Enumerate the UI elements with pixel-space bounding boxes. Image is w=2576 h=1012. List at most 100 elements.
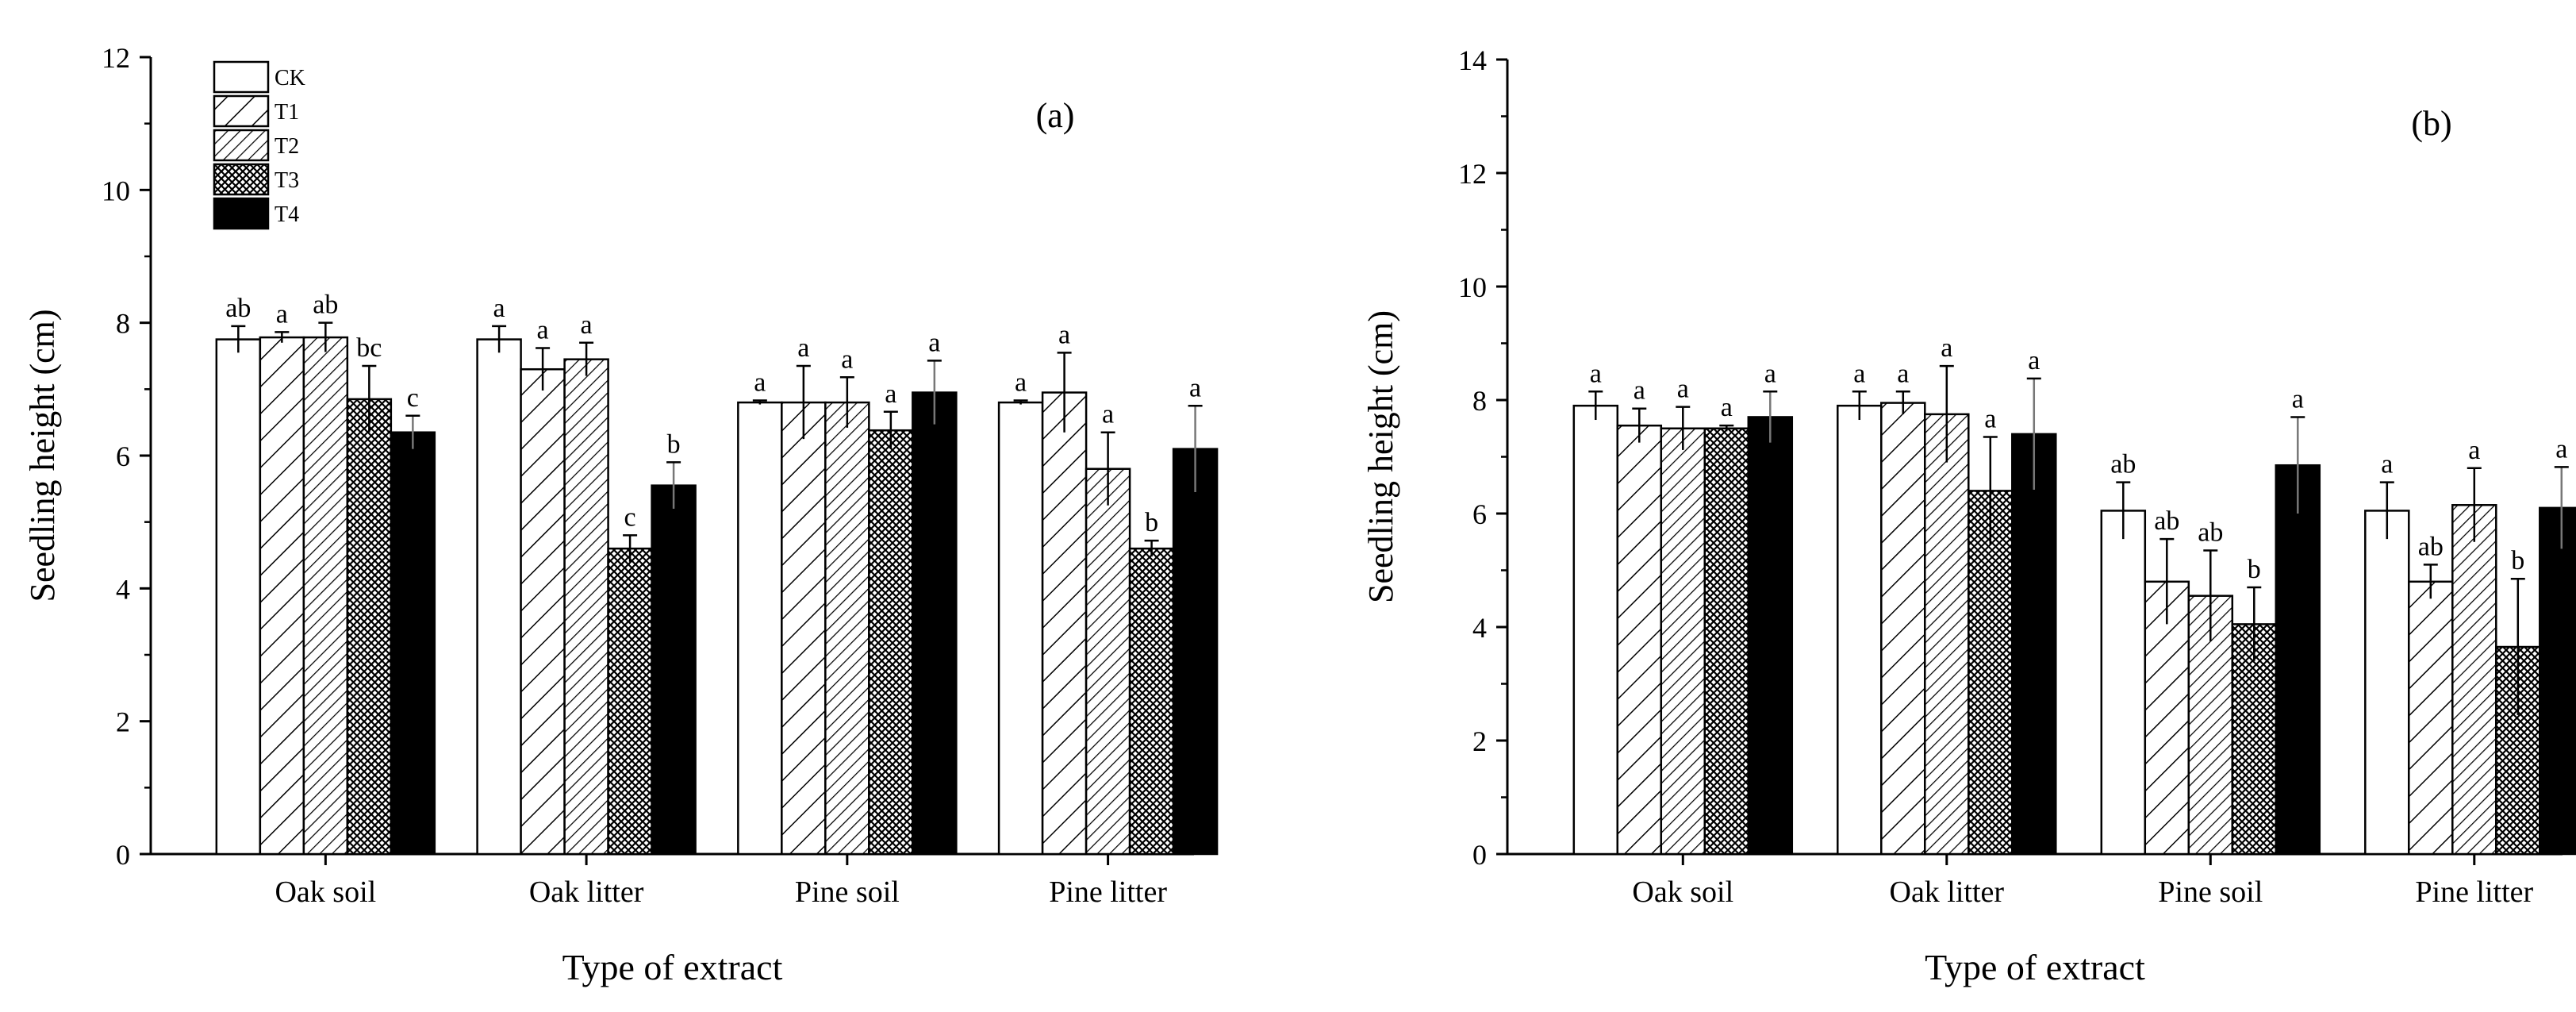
x-tick-label: Oak litter <box>1890 875 2005 909</box>
bar-t4 <box>390 431 436 856</box>
significance-letter: b <box>2248 555 2261 584</box>
bar-t1 <box>1041 391 1088 856</box>
y-tick-label: 10 <box>1458 271 1487 303</box>
y-tick-label: 0 <box>116 839 130 871</box>
significance-letter: a <box>1015 368 1027 398</box>
y-tick-label: 0 <box>1472 839 1487 871</box>
legend-swatch-t3 <box>213 163 270 196</box>
panel-label: (b) <box>2411 104 2451 143</box>
significance-letter: a <box>1897 359 1909 388</box>
legend-label: T2 <box>274 134 299 159</box>
significance-letter: a <box>797 333 809 363</box>
bar-t1 <box>259 336 305 856</box>
bar-ck <box>476 338 522 856</box>
bar-t3 <box>1968 490 2014 856</box>
significance-letter: ab <box>313 291 338 320</box>
bar-t4 <box>1172 448 1219 856</box>
y-tick-label: 6 <box>116 441 130 472</box>
y-tick-label: 8 <box>116 308 130 340</box>
significance-letter: a <box>2028 346 2040 375</box>
legend-swatch-t2 <box>213 129 270 162</box>
significance-letter: b <box>667 429 681 459</box>
bar-t3 <box>346 398 393 856</box>
significance-letter: b <box>1145 508 1158 537</box>
significance-letter: a <box>1721 393 1733 422</box>
significance-letter: a <box>1941 333 1952 363</box>
bar-t1 <box>781 401 827 856</box>
significance-letter: a <box>2292 384 2304 414</box>
bar-t2 <box>563 358 609 856</box>
bar-t3 <box>2231 623 2278 856</box>
significance-letter: a <box>928 328 940 357</box>
legend-swatch-t4 <box>213 197 270 230</box>
bar-ck <box>737 401 783 856</box>
y-tick-label: 8 <box>1472 385 1487 417</box>
bar-ck <box>997 401 1044 856</box>
y-tick-label: 2 <box>116 706 130 738</box>
significance-letter: a <box>2468 436 2480 465</box>
panel-label: (a) <box>1036 96 1075 135</box>
significance-letter: a <box>754 368 766 398</box>
significance-letter: c <box>624 502 636 532</box>
significance-letter: a <box>1853 359 1865 388</box>
y-tick-label: 12 <box>102 42 130 74</box>
bar-ck <box>215 338 262 856</box>
significance-letter: ab <box>225 294 251 323</box>
x-tick-label: Pine soil <box>795 875 900 909</box>
bar-t1 <box>2408 580 2454 856</box>
significance-letter: a <box>1102 400 1114 429</box>
significance-letter: ab <box>2198 518 2223 547</box>
x-tick-label: Pine litter <box>1049 875 1167 909</box>
significance-letter: a <box>2381 450 2393 479</box>
bar-t2 <box>1924 413 1970 856</box>
legend-label: T3 <box>274 168 299 193</box>
bar-ck <box>2364 510 2410 856</box>
legend-label: T1 <box>274 100 299 125</box>
bar-t4 <box>2275 464 2321 856</box>
significance-letter: a <box>581 310 593 340</box>
y-tick-label: 14 <box>1458 44 1487 76</box>
significance-letter: a <box>1058 320 1070 349</box>
bar-ck <box>2100 510 2147 856</box>
significance-letter: c <box>407 383 419 413</box>
significance-letter: a <box>885 379 896 409</box>
bar-t4 <box>651 484 697 856</box>
bar-t3 <box>1703 427 1750 856</box>
x-tick-label: Oak litter <box>529 875 644 909</box>
bar-ck <box>1837 404 1883 856</box>
legend-label: CK <box>274 66 305 90</box>
y-tick-label: 12 <box>1458 158 1487 190</box>
y-tick-label: 10 <box>102 175 130 206</box>
legend-label: T4 <box>274 202 299 227</box>
bar-t3 <box>868 429 914 856</box>
significance-letter: a <box>493 294 505 323</box>
significance-letter: ab <box>2418 532 2444 561</box>
y-tick-label: 4 <box>116 573 130 605</box>
legend-swatch-t1 <box>213 94 270 128</box>
significance-letter: a <box>1189 373 1201 402</box>
significance-letter: a <box>1764 359 1776 388</box>
significance-letter: a <box>1590 359 1602 388</box>
bar-t2 <box>824 401 870 856</box>
x-axis-label: Type of extract <box>562 947 783 987</box>
bar-t4 <box>1747 416 1794 856</box>
bar-t1 <box>1880 402 1926 856</box>
bar-t2 <box>302 336 349 856</box>
bar-t4 <box>912 391 958 856</box>
chart-panel-b: 0 2 4 6 8 10 12 14 Seedling height (cm) (b) a a a a a O… <box>1361 44 2576 987</box>
x-tick-label: Oak soil <box>274 875 376 909</box>
significance-letter: a <box>276 299 288 329</box>
significance-letter: a <box>1677 375 1689 404</box>
significance-letter: ab <box>2110 450 2136 479</box>
significance-letter: a <box>841 344 853 374</box>
x-tick-label: Pine soil <box>2158 875 2263 909</box>
bar-t1 <box>520 367 566 856</box>
bar-t1 <box>1616 424 1663 856</box>
x-tick-label: Pine litter <box>2415 875 2533 909</box>
y-axis-label: Seedling height (cm) <box>1361 310 1400 603</box>
significance-letter: a <box>1984 404 1996 433</box>
bar-ck <box>1572 404 1619 856</box>
legend-swatch-ck <box>213 60 270 94</box>
